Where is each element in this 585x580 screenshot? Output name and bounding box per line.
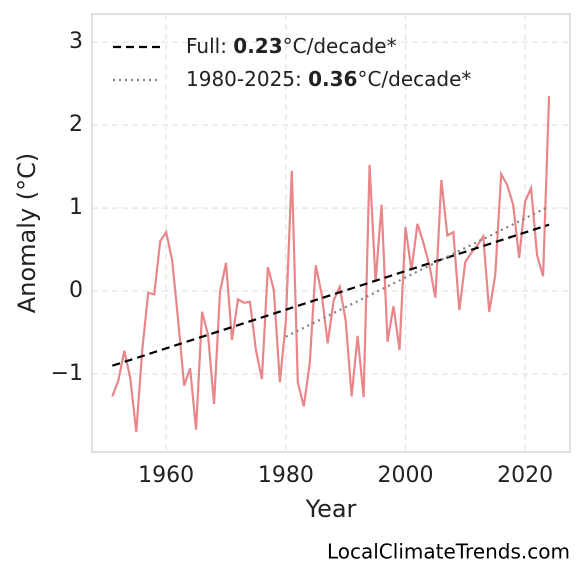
- y-tick-label: 0: [69, 278, 83, 303]
- x-tick-label: 1980: [258, 463, 314, 488]
- trend-line: [285, 205, 550, 338]
- legend-label-part: 1980-2025:: [186, 67, 308, 91]
- plot-frame: [91, 13, 571, 453]
- legend-label: Full: 0.23°C/decade*: [186, 34, 397, 58]
- legend-label-part: 0.36: [308, 67, 357, 91]
- y-tick-label: 3: [69, 29, 83, 54]
- y-tick-label: −1: [51, 361, 83, 386]
- x-tick-label: 2020: [497, 463, 553, 488]
- trend-line: [112, 223, 550, 367]
- legend-label-part: Full:: [186, 34, 233, 58]
- data-line: [111, 96, 551, 433]
- footer: LocalClimateTrends.com: [327, 540, 570, 564]
- x-axis-label: Year: [305, 495, 357, 523]
- y-axis-label: Anomaly (°C): [13, 153, 41, 313]
- legend-label: 1980-2025: 0.36°C/decade*: [186, 67, 471, 91]
- legend-label-part: °C/decade*: [357, 67, 471, 91]
- y-tick-label: 2: [69, 112, 83, 137]
- legend-label-part: 0.23: [233, 34, 282, 58]
- x-tick-label: 2000: [377, 463, 433, 488]
- y-tick-label: 1: [69, 195, 83, 220]
- legend-label-part: °C/decade*: [283, 34, 397, 58]
- x-tick-label: 1960: [138, 463, 194, 488]
